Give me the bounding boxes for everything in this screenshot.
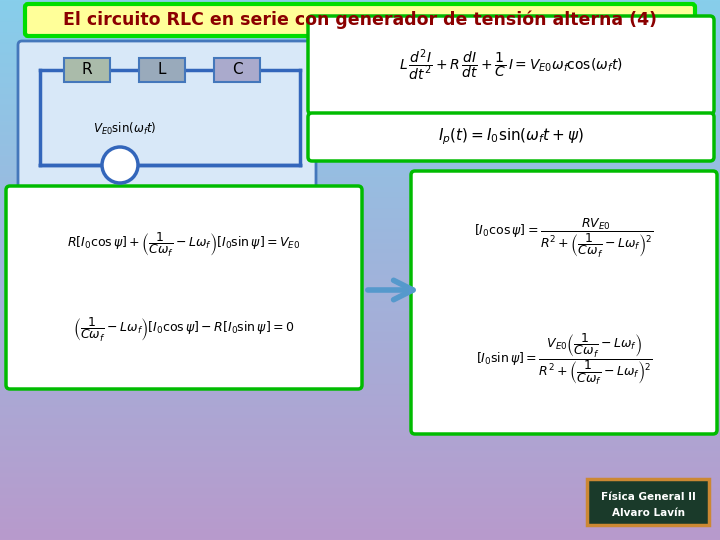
- FancyBboxPatch shape: [214, 58, 260, 82]
- Text: $R[I_0\cos\psi]+\left(\dfrac{1}{C\omega_f}-L\omega_f\right)[I_0\sin\psi]=V_{E0}$: $R[I_0\cos\psi]+\left(\dfrac{1}{C\omega_…: [67, 231, 301, 259]
- Text: $L\,\dfrac{d^2I}{dt^2}+R\,\dfrac{dI}{dt}+\dfrac{1}{C}\,I = V_{E0}\omega_f\cos(\o: $L\,\dfrac{d^2I}{dt^2}+R\,\dfrac{dI}{dt}…: [399, 47, 623, 83]
- Text: $I_p(t)= I_0\sin(\omega_f t+\psi)$: $I_p(t)= I_0\sin(\omega_f t+\psi)$: [438, 127, 584, 147]
- Text: L: L: [158, 63, 166, 78]
- Text: Alvaro Lavín: Alvaro Lavín: [611, 508, 685, 518]
- FancyBboxPatch shape: [308, 16, 714, 114]
- Text: $V_{E0}\sin(\omega_f t)$: $V_{E0}\sin(\omega_f t)$: [93, 121, 157, 137]
- Text: $[I_0\sin\psi]=\dfrac{V_{E0}\left(\dfrac{1}{C\omega_f}-L\omega_f\right)}{R^2+\le: $[I_0\sin\psi]=\dfrac{V_{E0}\left(\dfrac…: [476, 330, 652, 387]
- Text: El circuito RLC en serie con generador de tensión alterna (4): El circuito RLC en serie con generador d…: [63, 11, 657, 29]
- FancyBboxPatch shape: [18, 41, 316, 239]
- FancyBboxPatch shape: [6, 186, 362, 389]
- Text: R: R: [81, 63, 92, 78]
- FancyBboxPatch shape: [587, 479, 709, 525]
- FancyBboxPatch shape: [64, 58, 110, 82]
- FancyArrowPatch shape: [368, 280, 413, 300]
- FancyBboxPatch shape: [25, 4, 695, 36]
- Text: Física General II: Física General II: [600, 492, 696, 502]
- FancyBboxPatch shape: [308, 113, 714, 161]
- Circle shape: [102, 147, 138, 183]
- FancyBboxPatch shape: [411, 171, 717, 434]
- Text: $[I_0\cos\psi]=\dfrac{RV_{E0}}{R^2+\left(\dfrac{1}{C\omega_f}-L\omega_f\right)^2: $[I_0\cos\psi]=\dfrac{RV_{E0}}{R^2+\left…: [474, 217, 654, 260]
- Text: C: C: [232, 63, 243, 78]
- Text: $\left(\dfrac{1}{C\omega_f}-L\omega_f\right)[I_0\cos\psi]-R[I_0\sin\psi]=0$: $\left(\dfrac{1}{C\omega_f}-L\omega_f\ri…: [73, 316, 294, 345]
- FancyBboxPatch shape: [139, 58, 185, 82]
